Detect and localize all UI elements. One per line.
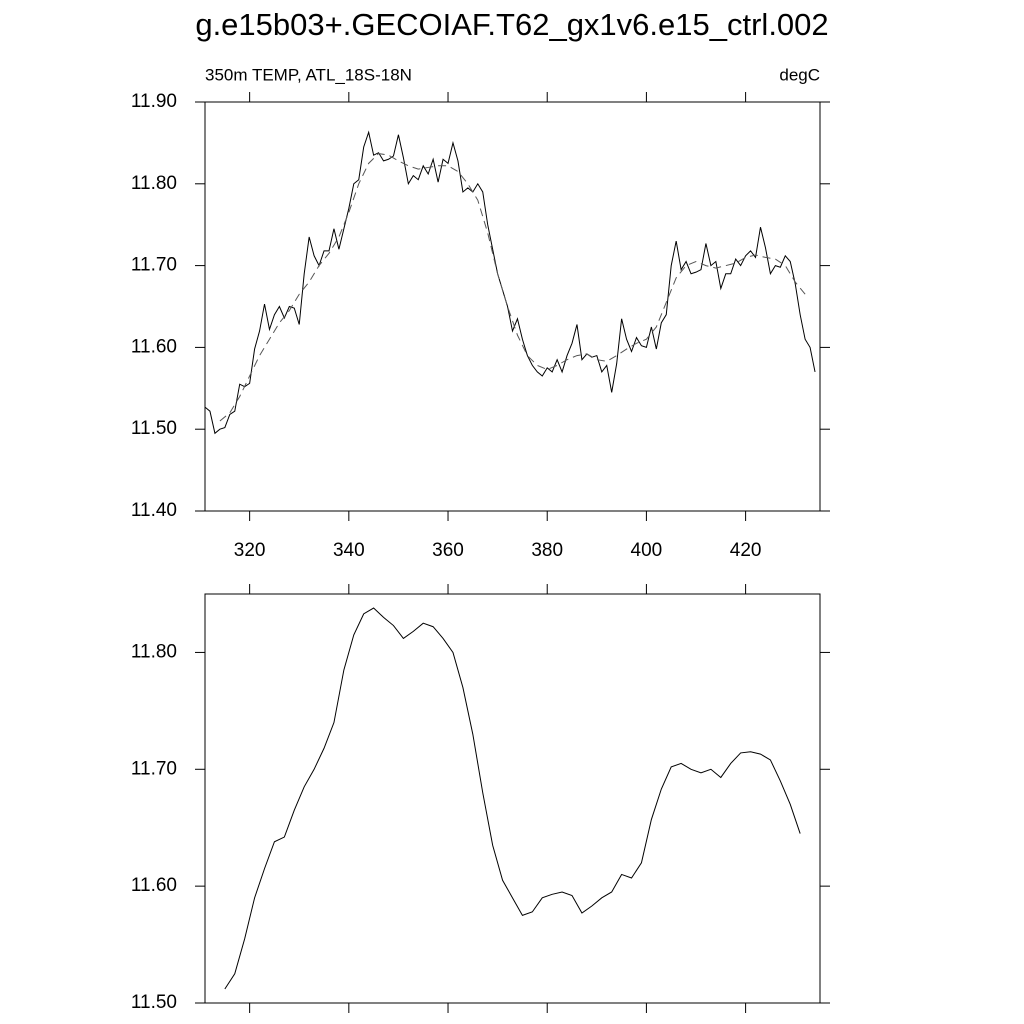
x-tick-label: 380 [531,540,563,561]
y-tick-label: 11.60 [131,875,177,896]
data-line [224,607,801,990]
y-tick-label: 11.50 [131,992,177,1013]
y-tick-label: 11.60 [131,336,177,357]
x-tick-label: 420 [730,540,762,561]
chart-title: g.e15b03+.GECOIAF.T62_gx1v6.e15_ctrl.002 [195,7,828,42]
units: degC [779,65,820,84]
plot-frame [204,593,821,1004]
x-tick-label: 400 [631,540,663,561]
x-tick-label: 320 [234,540,266,561]
y-tick-label: 11.70 [131,255,177,276]
y-tick-label: 11.80 [131,173,177,194]
y-tick-label: 11.40 [131,500,177,521]
y-tick-label: 11.70 [131,758,177,779]
y-tick-label: 11.80 [131,641,177,662]
y-tick-label: 11.50 [131,418,177,439]
x-tick-label: 360 [432,540,464,561]
y-tick-label: 11.90 [131,91,177,112]
data-line [204,130,816,435]
data-line [219,152,806,422]
subtitle: 350m TEMP, ATL_18S-18N [205,65,412,84]
plot-frame [204,101,821,512]
x-tick-label: 340 [333,540,365,561]
